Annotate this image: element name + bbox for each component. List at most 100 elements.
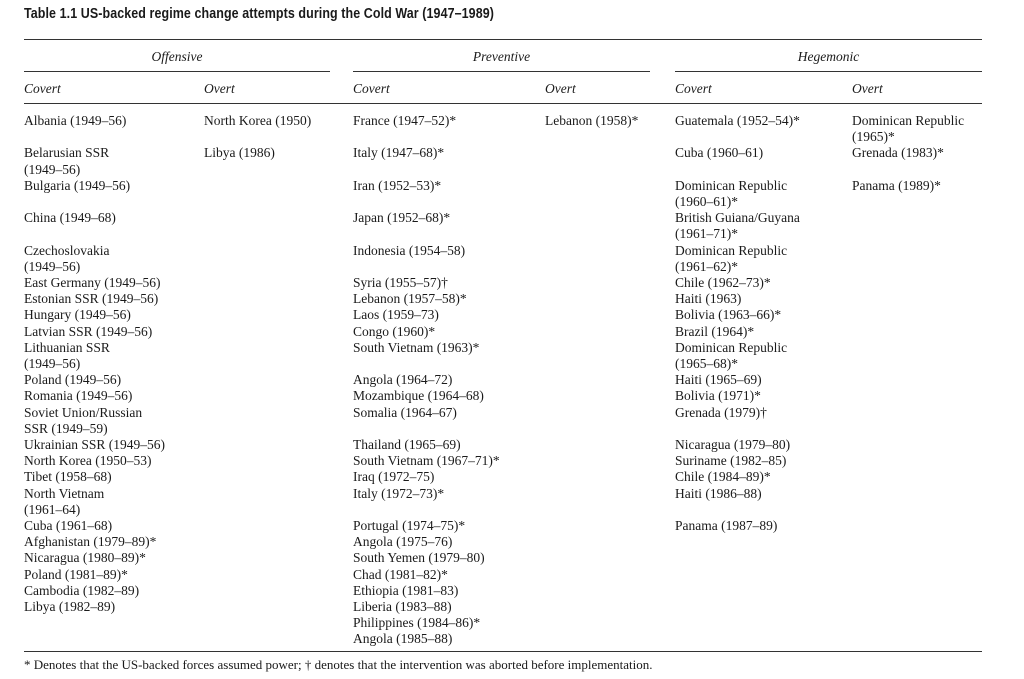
cell-line: France (1947–52)* <box>353 113 457 128</box>
cell-line: Suriname (1982–85) <box>675 453 787 469</box>
cell-line: North Korea (1950) <box>204 113 312 128</box>
table-cell: South Vietnam (1963)* <box>353 340 479 356</box>
cell-line: Laos (1959–73) <box>353 307 439 323</box>
table-cell: Albania (1949–56) <box>24 113 126 129</box>
cell-line: Panama (1989)* <box>852 177 941 193</box>
table-cell: Dominican Republic (1965)* <box>852 113 964 145</box>
cell-line: Grenada (1979)† <box>675 404 767 420</box>
cell-line: Bolivia (1971)* <box>675 388 761 404</box>
cell-line: Angola (1964–72) <box>353 372 453 388</box>
table-cell: Mozambique (1964–68) <box>353 388 484 404</box>
cell-line: Japan (1952–68)* <box>353 210 451 226</box>
group-header-hegemonic: Hegemonic <box>797 49 860 64</box>
table-cell: Chad (1981–82)* <box>353 567 448 583</box>
table-cell: Italy (1947–68)* <box>353 145 444 161</box>
cell-line: Belarusian SSR <box>24 145 110 161</box>
cell-line: (1949–56) <box>24 161 81 177</box>
cell-line: Mozambique (1964–68) <box>353 388 484 404</box>
cell-line: Nicaragua (1980–89)* <box>24 550 146 566</box>
table-cell: Guatemala (1952–54)* <box>675 113 800 129</box>
table-cell: Bolivia (1963–66)* <box>675 307 781 323</box>
table-cell: China (1949–68) <box>24 210 116 226</box>
table-cell: South Vietnam (1967–71)* <box>353 453 500 469</box>
table-cell: Grenada (1979)† <box>675 405 767 421</box>
table-cell: Thailand (1965–69) <box>353 437 461 453</box>
table-cell: Romania (1949–56) <box>24 388 132 404</box>
cell-line: Grenada (1983)* <box>852 145 944 161</box>
cell-line: Angola (1985–88) <box>353 631 453 647</box>
table-cell: Haiti (1963) <box>675 291 741 307</box>
table-cell: British Guiana/Guyana (1961–71)* <box>675 210 800 242</box>
cell-line: (1960–61)* <box>675 194 738 209</box>
table-cell: Angola (1985–88) <box>353 631 452 647</box>
table-cell: Portugal (1974–75)* <box>353 518 465 534</box>
cell-line: Dominican Republic <box>675 177 788 193</box>
cell-line: Brazil (1964)* <box>675 323 755 339</box>
cell-line: Haiti (1965–69) <box>675 372 762 388</box>
group-rule-hegemonic <box>675 71 982 72</box>
cell-line: Libya (1982–89) <box>24 599 116 614</box>
table-cell: Bulgaria (1949–56) <box>24 178 130 194</box>
cell-line: Ethiopia (1981–83) <box>353 582 459 598</box>
cell-line: British Guiana/Guyana <box>675 210 800 226</box>
cell-line: Panama (1987–89) <box>675 518 778 533</box>
table-cell: Angola (1975–76) <box>353 534 452 550</box>
table-cell: Cuba (1960–61) <box>675 145 763 161</box>
table-cell: Dominican Republic (1961–62)* <box>675 243 787 275</box>
group-rule-preventive <box>353 71 650 72</box>
cell-line: Congo (1960)* <box>353 323 436 339</box>
table-cell: Iran (1952–53)* <box>353 178 441 194</box>
subheader-offensive-overt: Overt <box>204 81 235 96</box>
table-cell: Bolivia (1971)* <box>675 388 761 404</box>
cell-line: Haiti (1963) <box>675 291 742 307</box>
cell-line: South Vietnam (1963)* <box>353 339 480 355</box>
cell-line: Lebanon (1957–58)* <box>353 291 467 307</box>
cell-line: Libya (1986) <box>204 145 275 161</box>
cell-line: Iran (1952–53)* <box>353 177 442 193</box>
table-cell: Indonesia (1954–58) <box>353 243 465 259</box>
cell-line: Portugal (1974–75)* <box>353 518 466 533</box>
table-cell: Panama (1989)* <box>852 178 941 194</box>
cell-line: Soviet Union/Russian <box>24 404 143 420</box>
cell-line: Dominican Republic <box>675 339 788 355</box>
cell-line: Lebanon (1958)* <box>545 113 639 128</box>
subheader-hegemonic-overt: Overt <box>852 81 883 96</box>
table-cell: Hungary (1949–56) <box>24 307 131 323</box>
table-cell: Chile (1984–89)* <box>675 469 771 485</box>
table-cell: Czechoslovakia (1949–56) <box>24 243 109 275</box>
cell-line: Syria (1955–57)† <box>353 275 448 290</box>
group-header-offensive: Offensive <box>151 49 203 64</box>
cell-line: South Vietnam (1967–71)* <box>353 453 500 469</box>
cell-line: SSR (1949–59) <box>24 420 108 436</box>
cell-line: Albania (1949–56) <box>24 113 127 128</box>
table-cell: Soviet Union/Russian SSR (1949–59) <box>24 405 142 437</box>
table-cell: Grenada (1983)* <box>852 145 944 161</box>
table-footnote: * Denotes that the US-backed forces assu… <box>24 657 653 672</box>
cell-line: Philippines (1984–86)* <box>353 615 481 631</box>
cell-line: Poland (1949–56) <box>24 372 122 388</box>
cell-line: (1949–56) <box>24 258 81 274</box>
table-cell: Syria (1955–57)† <box>353 275 448 291</box>
table-cell: Japan (1952–68)* <box>353 210 450 226</box>
table-cell: East Germany (1949–56) <box>24 275 160 291</box>
cell-line: Poland (1981–89)* <box>24 566 128 582</box>
cell-line: North Korea (1950–53) <box>24 453 152 469</box>
table-cell: Panama (1987–89) <box>675 518 777 534</box>
table-cell: North Vietnam (1961–64) <box>24 486 104 518</box>
cell-line: Cuba (1960–61) <box>675 145 764 161</box>
cell-line: (1961–64) <box>24 501 81 517</box>
table-cell: Libya (1982–89) <box>24 599 115 615</box>
cell-line: Cambodia (1982–89) <box>24 582 140 598</box>
table-cell: Poland (1981–89)* <box>24 567 128 583</box>
cell-line: South Yemen (1979–80) <box>353 550 485 566</box>
cell-line: Angola (1975–76) <box>353 534 453 550</box>
table-cell: Somalia (1964–67) <box>353 405 457 421</box>
table-cell: Ethiopia (1981–83) <box>353 583 458 599</box>
subheader-preventive-overt: Overt <box>545 81 576 96</box>
table-cell: South Yemen (1979–80) <box>353 550 485 566</box>
table-title: Table 1.1 US-backed regime change attemp… <box>24 6 494 22</box>
cell-line: Bulgaria (1949–56) <box>24 177 131 193</box>
cell-line: Guatemala (1952–54)* <box>675 113 800 128</box>
table-cell: Iraq (1972–75) <box>353 469 434 485</box>
cell-line: Dominican Republic <box>675 242 788 258</box>
